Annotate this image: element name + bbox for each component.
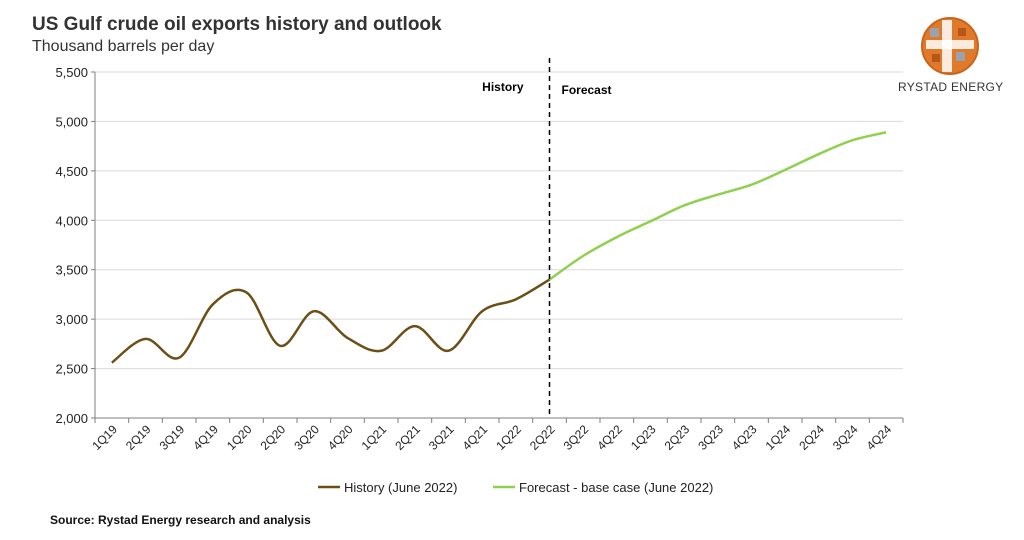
legend-label: History (June 2022) <box>344 480 457 495</box>
rystad-logo-icon <box>921 17 979 75</box>
chart-subtitle: Thousand barrels per day <box>32 38 215 55</box>
y-axis: 2,000 2,500 3,000 3,500 4,000 4,500 5,000 5,500 <box>55 65 96 426</box>
forecast-annotation: Forecast <box>562 83 612 97</box>
x-tick-label: 2Q20 <box>258 422 289 453</box>
x-tick-label: 1Q20 <box>224 422 255 453</box>
annotation-layer: History Forecast <box>482 58 612 418</box>
y-tick-label: 5,000 <box>55 114 88 129</box>
source-note: Source: Rystad Energy research and analy… <box>50 513 311 527</box>
x-tick-label: 2Q23 <box>662 422 693 453</box>
grid-layer <box>95 71 903 370</box>
x-tick-label: 4Q22 <box>594 422 625 453</box>
legend-label: Forecast - base case (June 2022) <box>519 480 713 495</box>
y-tick-label: 3,000 <box>55 312 88 327</box>
x-tick-label: 4Q19 <box>190 422 221 453</box>
x-tick-label: 4Q24 <box>864 422 895 453</box>
y-tick-label: 2,000 <box>55 411 88 426</box>
y-tick-label: 2,500 <box>55 362 88 377</box>
x-tick-label: 1Q23 <box>628 422 659 453</box>
x-tick-label: 2Q19 <box>123 422 154 453</box>
x-tick-label: 3Q22 <box>561 422 592 453</box>
y-tick-label: 3,500 <box>55 263 88 278</box>
x-tick-label: 2Q21 <box>392 422 423 453</box>
y-tick-label: 4,500 <box>55 164 88 179</box>
y-tick-label: 4,000 <box>55 213 88 228</box>
x-tick-label: 1Q19 <box>89 422 120 453</box>
x-tick-label: 4Q23 <box>729 422 760 453</box>
x-tick-label: 3Q24 <box>830 422 861 453</box>
x-tick-label: 1Q24 <box>763 422 794 453</box>
x-tick-label: 3Q20 <box>291 422 322 453</box>
brand-name: RYSTAD ENERGY <box>898 80 1004 94</box>
forecast-series-line <box>548 131 887 281</box>
x-tick-label: 1Q21 <box>359 422 390 453</box>
x-tick-label: 4Q20 <box>325 422 356 453</box>
series-layer <box>111 131 887 364</box>
chart-title: US Gulf crude oil exports history and ou… <box>32 14 442 35</box>
x-tick-label: 3Q23 <box>695 422 726 453</box>
x-tick-label: 2Q24 <box>796 422 827 453</box>
y-tick-label: 5,500 <box>55 65 88 80</box>
x-tick-label: 2Q22 <box>527 422 558 453</box>
x-tick-label: 3Q21 <box>426 422 457 453</box>
legend: History (June 2022) Forecast - base case … <box>318 480 713 495</box>
history-series-line <box>111 278 551 364</box>
x-tick-label: 4Q21 <box>460 422 491 453</box>
x-tick-label: 3Q19 <box>157 422 188 453</box>
x-axis: 1Q19 2Q19 3Q19 4Q19 1Q20 2Q20 3Q20 4Q20 1Q21 2Q21… <box>89 417 904 453</box>
x-tick-label: 1Q22 <box>493 422 524 453</box>
history-annotation: History <box>482 80 524 94</box>
